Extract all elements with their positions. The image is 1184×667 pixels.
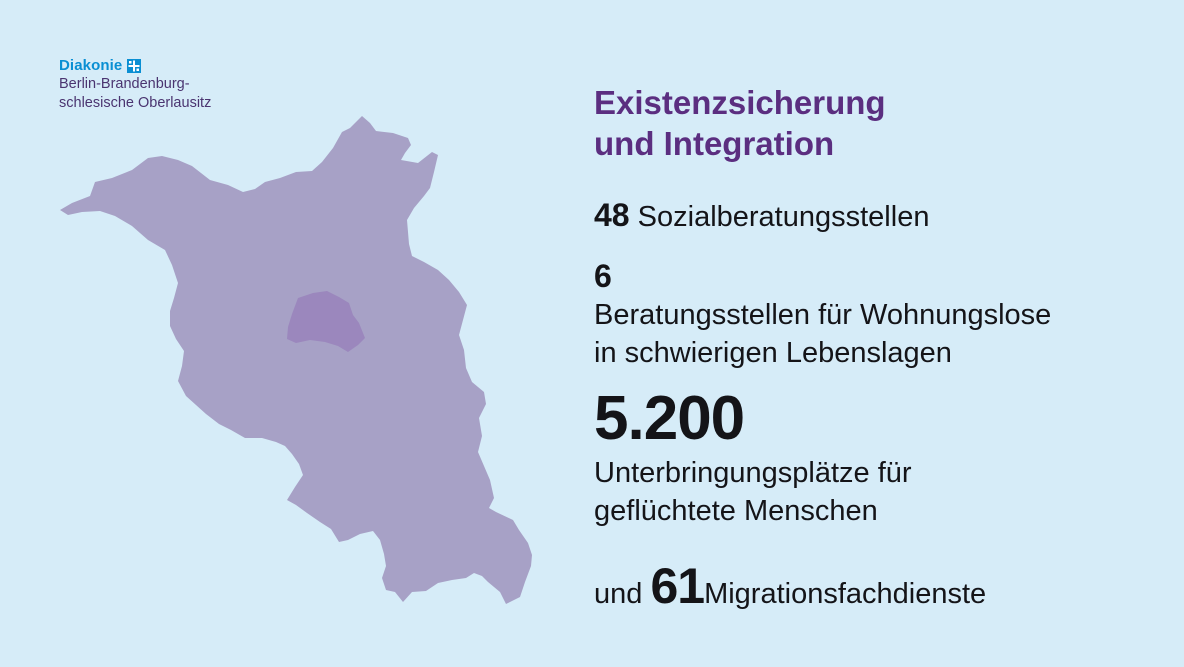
diakonie-logo: Diakonie Berlin-Brandenburg- schlesische… [59, 57, 211, 112]
org-name-line-1: Berlin-Brandenburg- [59, 76, 190, 92]
stat-social-counseling: 48 Sozialberatungsstellen [594, 198, 1164, 234]
stat-housing-line-1: Unterbringungsplätze für [594, 457, 912, 489]
berlin-region [287, 291, 365, 352]
headline-line-1: Existenzsicherung [594, 84, 886, 121]
brandenburg-map [60, 116, 532, 604]
stat-homeless-number: 6 [594, 258, 612, 294]
stat-housing-line-2: geflüchtete Menschen [594, 495, 878, 527]
stat-migration-services: und 61Migrationsfachdienste [594, 556, 1164, 624]
stat-migration-prefix: und [594, 578, 643, 610]
headline-line-2: und Integration [594, 125, 835, 162]
stat-homeless-counseling: 6 Beratungsstellen für Wohnungslose in s… [594, 256, 1164, 372]
stat-homeless-line-2: in schwierigen Lebenslagen [594, 337, 952, 369]
stat-housing-number: 5.200 [594, 384, 745, 453]
stat-social-number: 48 [594, 197, 630, 233]
stat-migration-number: 61 [650, 558, 705, 614]
stat-housing-places: 5.200 Unterbringungsplätze für geflüchte… [594, 384, 1164, 530]
org-name-line-2: schlesische Oberlausitz [59, 95, 212, 111]
logo-brand-row: Diakonie [59, 57, 211, 74]
content-panel: Existenzsicherung und Integration 48 Soz… [594, 82, 1164, 624]
headline: Existenzsicherung und Integration [594, 82, 1164, 164]
stat-migration-label: Migrationsfachdienste [704, 578, 987, 610]
stat-social-label: Sozialberatungsstellen [637, 201, 930, 233]
diakonie-cross-icon [127, 58, 142, 73]
brandenburg-region [60, 116, 532, 604]
stat-homeless-line-1: Beratungsstellen für Wohnungslose [594, 299, 1052, 331]
brand-name: Diakonie [59, 57, 123, 74]
